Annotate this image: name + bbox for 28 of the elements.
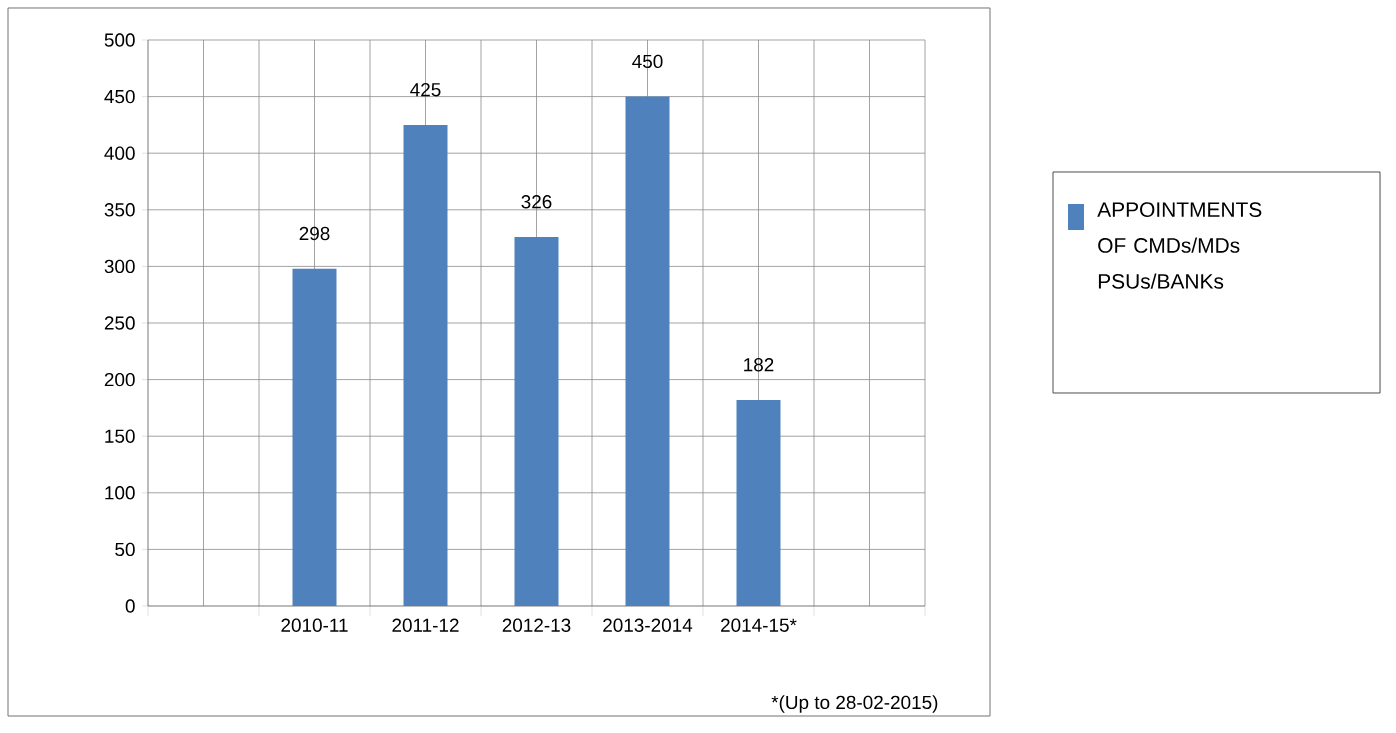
data-label: 425 (410, 82, 441, 97)
x-tick-label: 2012-13 (502, 618, 571, 632)
y-tick-label: 450 (104, 89, 135, 104)
data-label: 450 (632, 54, 663, 69)
y-tick-label: 100 (105, 486, 135, 500)
data-label: 182 (744, 358, 774, 372)
bar (736, 399, 781, 606)
y-tick-label: 300 (104, 259, 135, 274)
y-tick-label: 500 (104, 33, 135, 47)
data-label: 326 (521, 195, 552, 209)
y-tick-label: 50 (115, 542, 135, 557)
y-tick-label: 250 (104, 316, 135, 330)
bar (625, 96, 670, 606)
bar (514, 236, 559, 606)
x-tick-label: 2014-15* (721, 618, 797, 632)
bar (292, 268, 337, 606)
legend-label: APPOINTMENTS OF CMDs/MDs PSUs/BANKs (1097, 202, 1262, 289)
y-tick-label: 150 (105, 429, 135, 443)
data-label: 298 (299, 226, 330, 241)
x-tick-label: 2010-11 (281, 618, 348, 632)
y-tick-label: 0 (125, 599, 135, 613)
x-tick-label: 2011-12 (392, 618, 459, 632)
x-tick-label: 2013-2014 (603, 618, 693, 632)
y-tick-label: 350 (104, 203, 135, 217)
bar (403, 124, 448, 606)
text: *(Up to 28-02-2015) (771, 695, 938, 713)
y-tick-label: 400 (104, 146, 135, 160)
y-tick-label: 200 (104, 372, 135, 387)
